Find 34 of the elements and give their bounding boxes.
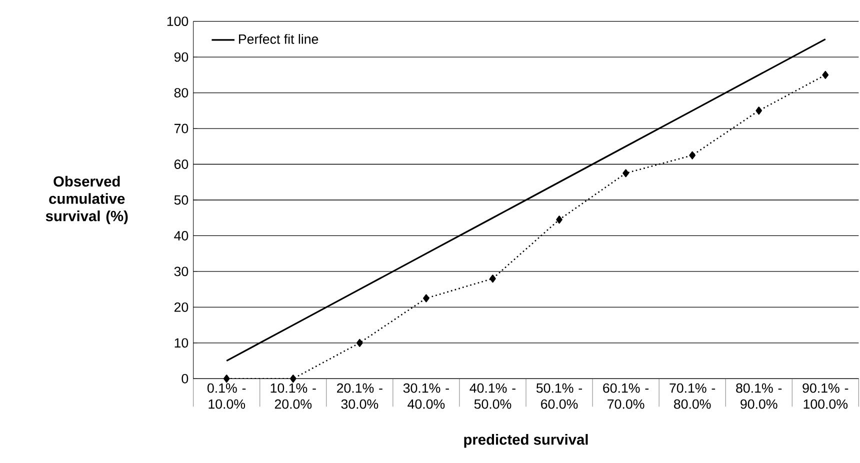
- y-tick-label: 90: [174, 52, 188, 62]
- x-tick-label: 80.1% - 90.0%: [736, 384, 782, 409]
- x-tick-label: 10.1% - 20.0%: [270, 384, 316, 409]
- point: [756, 106, 762, 115]
- x-tick-label: 30.1% - 40.0%: [403, 384, 449, 409]
- point: [622, 169, 629, 178]
- point: [423, 294, 430, 302]
- y-tick-label: 30: [174, 266, 188, 276]
- x-axis-title: predicted survival: [464, 434, 588, 448]
- point: [689, 151, 696, 160]
- x-tick-label: 20.1% - 30.0%: [336, 384, 382, 409]
- point: [223, 374, 230, 383]
- x-tick-label: 70.1% - 80.0%: [670, 384, 716, 409]
- point: [290, 374, 296, 383]
- x-tick-label: 90.1% - 100.0%: [802, 384, 848, 409]
- x-tick-label: 60.1% - 70.0%: [603, 384, 649, 409]
- y-tick-label: 40: [174, 231, 188, 241]
- x-tick-label: 50.1% - 60.0%: [536, 384, 582, 409]
- y-tick-label: 80: [174, 88, 188, 98]
- y-tick-label: 20: [174, 302, 188, 312]
- point: [356, 339, 363, 348]
- point: [822, 71, 829, 80]
- legend-label: Perfect fit line: [239, 34, 318, 44]
- y-tick-label: 100: [167, 16, 188, 26]
- y-tick-label: 60: [174, 160, 188, 170]
- y-axis-title: Observed cumulative survival (%): [46, 176, 128, 224]
- y-tick-label: 10: [174, 338, 188, 348]
- x-tick-label: 0.1% - 10.0%: [207, 384, 246, 409]
- x-tick-label: 40.1% - 50.0%: [470, 384, 516, 409]
- y-tick-label: 50: [174, 195, 188, 205]
- y-tick-label: 0: [182, 374, 188, 384]
- y-tick-label: 70: [174, 124, 188, 134]
- point: [556, 216, 562, 224]
- point: [490, 274, 496, 283]
